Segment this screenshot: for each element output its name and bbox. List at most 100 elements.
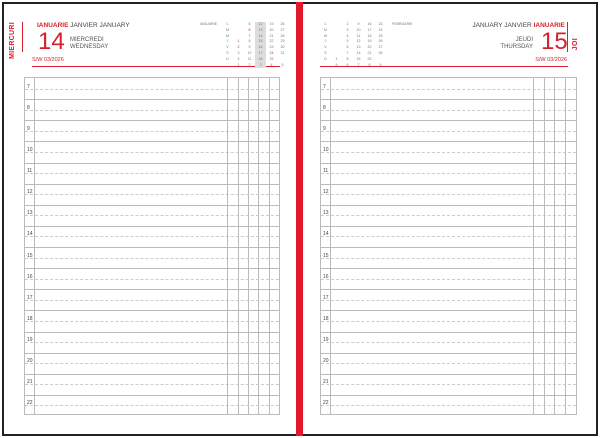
hour-line (321, 120, 576, 122)
column-line (269, 78, 270, 414)
hour-label: 9 (323, 125, 326, 132)
calendar-day: 25 (378, 33, 383, 38)
calendar-day: 7 (346, 50, 349, 55)
hour-line (25, 183, 279, 185)
weekday-initial: V (324, 45, 327, 50)
spacer (222, 63, 233, 69)
column-line (554, 78, 555, 414)
column-line (533, 78, 534, 414)
hour-label: 21 (323, 379, 329, 386)
weekday-initial: M (324, 27, 327, 32)
month-label: JANUARY JANVIER IANUARIE (472, 22, 565, 29)
calendar-day: 6 (346, 45, 349, 50)
hour-line (321, 141, 576, 143)
hour-line (321, 247, 576, 248)
hour-label: 21 (27, 379, 33, 386)
calendar-day: 10 (247, 50, 252, 55)
hour-label: 12 (323, 189, 329, 196)
month-ro: IANUARIE (37, 22, 69, 29)
calendar-day: 2 (237, 45, 240, 50)
hour-line (25, 331, 279, 333)
calendar-day: 15 (356, 56, 361, 61)
hour-line (321, 331, 576, 333)
week-number: 3 (255, 62, 266, 69)
weekday-initial: L (324, 22, 327, 26)
weekday-ro: MIERCREDI (70, 37, 104, 43)
half-hour-line (321, 320, 576, 322)
hour-label: 13 (323, 210, 329, 217)
hour-grid-right[interactable]: 7 8 9 10 11 12 13 14 15 16 17 18 19 20 21 22 (320, 77, 577, 415)
calendar-day: 26 (280, 22, 285, 26)
hour-line (25, 268, 279, 270)
week-number: 2 (248, 62, 251, 67)
hour-label: 8 (323, 104, 326, 111)
calendar-day: 23 (269, 45, 274, 50)
hour-line (25, 373, 279, 375)
half-hour-line (25, 173, 279, 175)
week-label: S/W 03/2026 (535, 57, 567, 63)
hour-line (25, 120, 279, 122)
calendar-day: 4 (237, 56, 240, 61)
half-hour-line (25, 194, 279, 196)
calendar-day: 20 (367, 45, 372, 50)
vertical-weekday: MIERCURI (9, 22, 16, 60)
weekday-initial: M (226, 27, 229, 32)
week-label: S/W 03/2026 (32, 57, 64, 63)
calendar-day: 14 (255, 33, 266, 40)
calendar-day: 27 (280, 27, 285, 32)
calendar-day: 31 (280, 50, 285, 55)
calendar-day: 8 (346, 56, 349, 61)
week-number: 5 (281, 62, 284, 67)
weekday-initial: V (226, 45, 229, 50)
weekday-initial: J (324, 39, 327, 44)
hour-label: 10 (323, 146, 329, 153)
hour-line (321, 268, 576, 270)
hour-label: 7 (27, 83, 30, 90)
calendar-day: 11 (356, 33, 361, 38)
column-line (258, 78, 259, 414)
weekday-initial: M (226, 33, 229, 38)
hour-label: 12 (27, 189, 33, 196)
half-hour-line (321, 215, 576, 217)
calendar-day: 28 (280, 33, 285, 38)
hour-label: 18 (323, 315, 329, 322)
hour-label: 22 (323, 400, 329, 407)
half-hour-line (321, 363, 576, 365)
hour-line (25, 247, 279, 248)
calendar-day: 19 (367, 39, 372, 44)
calendar-day: 1 (335, 56, 338, 61)
calendar-day: 9 (248, 45, 251, 50)
hour-label: 18 (27, 315, 33, 322)
half-hour-line (321, 109, 576, 111)
hour-line (25, 394, 279, 396)
day-number: 15 (541, 28, 568, 55)
calendar-day: 16 (255, 45, 266, 51)
hour-line (25, 289, 279, 291)
half-hour-line (321, 278, 576, 280)
hour-line (25, 162, 279, 164)
half-hour-line (25, 236, 279, 238)
calendar-day: 27 (378, 45, 383, 50)
week-number: 4 (270, 62, 273, 67)
weekday-en: THURSDAY (500, 44, 533, 50)
weekday-initial: M (324, 33, 327, 38)
weekday-ro: JEUDI (515, 37, 533, 43)
calendar-day: 1 (237, 39, 240, 44)
half-hour-line (25, 257, 279, 259)
calendar-day: 22 (269, 39, 274, 44)
hour-line (25, 352, 279, 354)
half-hour-line (25, 299, 279, 301)
hour-label: 16 (27, 273, 33, 280)
column-line (544, 78, 545, 414)
calendar-day: 18 (367, 33, 372, 38)
divider (22, 22, 23, 52)
hour-line (321, 310, 576, 312)
calendar-day: 30 (280, 45, 285, 50)
hour-line (321, 225, 576, 227)
hour-line (321, 162, 576, 164)
half-hour-line (25, 151, 279, 153)
hour-label: 19 (323, 337, 329, 344)
hour-grid-left[interactable]: 7 8 9 10 11 12 13 14 15 16 17 18 19 20 21 22 (24, 77, 280, 415)
hour-label: 13 (27, 210, 33, 217)
calendar-day: 16 (367, 22, 372, 26)
